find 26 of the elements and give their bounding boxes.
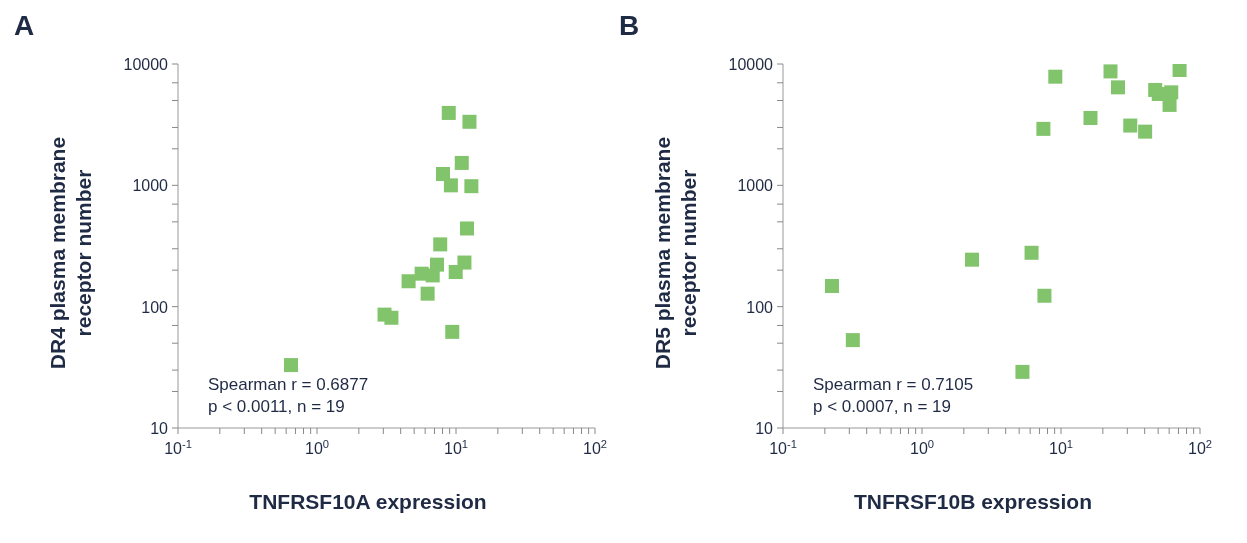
x-tick-label: 10$^{1}$ [443,438,469,457]
x-tick-label: 10$^{0}$ [304,438,330,457]
y-tick-label: 10 [150,420,169,437]
y-tick-label: 10000 [123,56,169,73]
y-tick-label: 10 [755,420,774,437]
x-tick-label: 10$^{-1}$ [769,438,797,457]
x-tick-label: 10$^{0}$ [909,438,935,457]
x-axis-title: TNFRSF10A expression [248,490,488,514]
annotation: p < 0.0007, n = 19 [813,396,952,418]
annotation: Spearman r = 0.7105 [813,374,974,396]
x-tick-label: 10$^{1}$ [1048,438,1074,457]
y-tick-label: 100 [746,298,774,316]
x-axis-title: TNFRSF10B expression [852,490,1094,514]
chart-title: B [619,10,640,42]
annotation: Spearman r = 0.6877 [208,374,369,396]
x-tick-label: 10$^{-1}$ [164,438,192,457]
y-axis-title: DR5 plasma membrane receptor number [650,135,701,372]
y-axis-title: DR4 plasma membrane receptor number [45,135,96,372]
y-tick-label: 1000 [132,177,169,195]
y-tick-label: 10000 [728,56,774,73]
y-tick-label: 100 [141,298,169,316]
chart-title: A [14,10,35,42]
x-tick-label: 10$^{2}$ [1187,438,1213,457]
annotation: p < 0.0011, n = 19 [208,396,346,418]
x-tick-label: 10$^{2}$ [582,438,608,457]
y-tick-label: 1000 [737,177,774,195]
